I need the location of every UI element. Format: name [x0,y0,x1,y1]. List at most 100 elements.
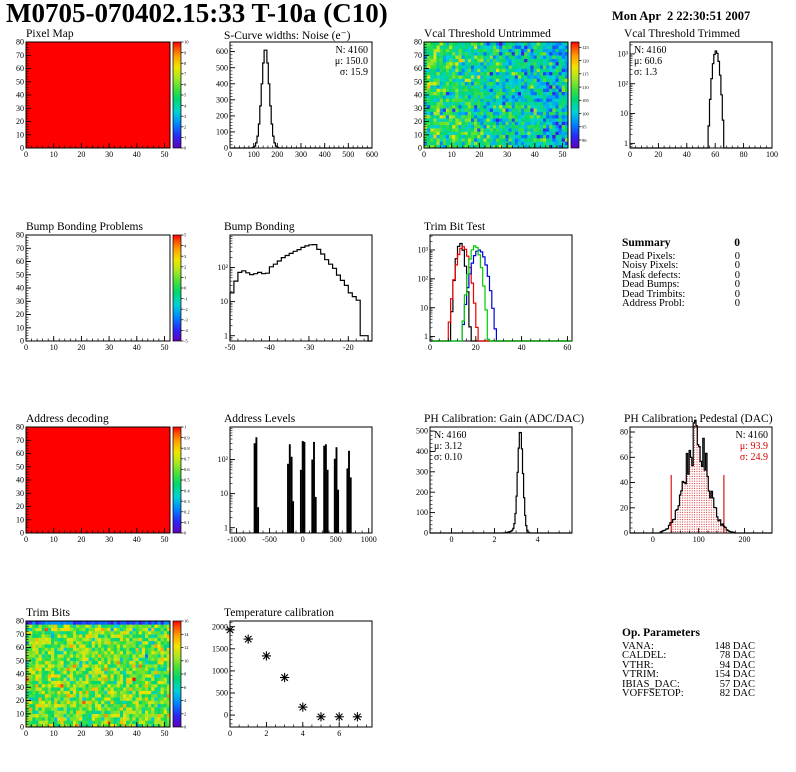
svg-text:10: 10 [220,297,228,306]
svg-text:80: 80 [16,423,24,432]
svg-text:-30: -30 [304,343,315,352]
plot-canvas: 0 1 2 3 4 5 6 7 8 9 10 0 10 20 30 40 50 0 10 20 30 40 50 60 70 80 [2,28,198,168]
svg-text:90: 90 [582,138,587,143]
plot-pixel-map: Pixel Map 0 1 2 3 4 5 6 7 8 9 10 0 10 20 30 40 50 0 10 20 30… [2,28,198,170]
svg-text:2000: 2000 [212,622,228,631]
plot-canvas: 0 20 40 60 80 100 1 10 10² 10³ N: 4160 μ: 60.6 σ: 1.… [600,28,796,168]
plot-vcal-threshold-untrimmed: Vcal Threshold Untrimmed 90 95 100 105 110 11… [400,28,596,170]
svg-text:8: 8 [184,61,187,66]
chart-svg: 00.10.20.30.40.50.60.70.80.910 10 20 30 40 50… [16,423,190,544]
plot-vcal-threshold-trimmed: Vcal Threshold Trimmed 0 20 40 60 80 100 1 10 10… [600,28,796,170]
summary-row-value: 0 [734,251,740,262]
svg-text:125: 125 [582,45,590,50]
plot-canvas: 0 100 200 0 20 40 60 80 N: 4160 μ: 93.9 σ: 24.9 [600,413,796,553]
op-param-value: 94 DAC [719,659,755,671]
svg-text:40: 40 [16,91,24,100]
svg-text:10: 10 [448,150,456,159]
svg-text:-4: -4 [184,328,188,333]
svg-text:20: 20 [654,150,662,159]
svg-text:20: 20 [472,343,480,352]
svg-text:300: 300 [416,467,428,476]
summary-row-value: 0 [734,269,740,281]
svg-text:6: 6 [184,685,187,690]
svg-text:μ: 93.9: μ: 93.9 [740,441,768,452]
svg-text:0: 0 [301,535,305,544]
svg-text:30: 30 [503,150,511,159]
svg-text:500: 500 [416,427,428,436]
svg-text:100: 100 [248,150,260,159]
svg-text:10: 10 [414,130,422,139]
svg-text:0: 0 [184,531,187,536]
chart-svg: -50 -40 -30 -20 1 10 10² [218,234,373,352]
svg-text:0.4: 0.4 [184,488,190,493]
svg-text:300: 300 [295,150,307,159]
svg-text:1000: 1000 [212,667,228,676]
svg-text:30: 30 [16,297,24,306]
svg-text:20: 20 [16,310,24,319]
svg-text:10: 10 [50,150,58,159]
svg-text:30: 30 [105,535,113,544]
svg-text:σ: 15.9: σ: 15.9 [340,67,368,78]
summary-row-label: Mask defects: [622,269,681,281]
svg-text:5: 5 [184,233,187,238]
svg-text:0: 0 [184,725,187,730]
svg-text:40: 40 [518,343,526,352]
svg-text:0: 0 [628,150,632,159]
plot-title: Pixel Map [26,28,74,40]
plot-canvas: -1000 -500 0 500 1000 1 10 10² [200,413,396,553]
svg-text:30: 30 [105,150,113,159]
svg-text:0: 0 [24,150,28,159]
op-param-value: 148 DAC [714,641,755,652]
plot-canvas: 0 2 4 6 0 500 1000 1500 2000 [200,607,396,747]
svg-text:10²: 10² [218,455,229,464]
svg-text:80: 80 [620,428,628,437]
op-param-label: IBIAS_DAC: [622,678,680,690]
summary-row-label: Dead Bumps: [622,279,680,291]
svg-text:300: 300 [216,95,228,104]
svg-text:16: 16 [184,619,189,624]
svg-text:10: 10 [184,659,189,664]
svg-text:4: 4 [184,698,187,703]
svg-text:0: 0 [24,343,28,352]
svg-text:10: 10 [184,40,189,45]
summary-row: Noisy Pixels: 0 [622,260,740,272]
svg-text:40: 40 [414,91,422,100]
svg-text:-2: -2 [184,307,188,312]
svg-text:30: 30 [16,489,24,498]
plot-title: Trim Bit Test [424,221,486,233]
svg-text:7: 7 [184,72,187,77]
svg-text:100: 100 [216,128,228,137]
svg-text:0: 0 [20,529,24,538]
svg-text:10²: 10² [218,263,229,272]
svg-text:105: 105 [582,98,590,103]
svg-text:10²: 10² [418,274,429,283]
op-param-row: VOFFSETOP: 82 DAC [622,688,755,699]
svg-text:40: 40 [16,670,24,679]
svg-text:50: 50 [414,77,422,86]
svg-text:1: 1 [184,425,186,430]
svg-text:100: 100 [766,150,778,159]
summary-header: Summary 0 [622,237,740,249]
chart-svg: 0 2 4 6 0 500 1000 1500 2000 [212,620,373,738]
svg-text:30: 30 [16,683,24,692]
summary-row-value: 0 [734,298,740,310]
svg-text:-40: -40 [264,343,275,352]
svg-text:50: 50 [161,535,169,544]
svg-text:60: 60 [711,150,719,159]
svg-text:20: 20 [77,150,85,159]
svg-text:600: 600 [216,47,228,56]
svg-text:10: 10 [220,489,228,498]
svg-text:500: 500 [216,689,228,698]
svg-text:80: 80 [414,38,422,47]
op-param-label: VTRIM: [622,669,659,681]
svg-text:1500: 1500 [212,644,228,653]
svg-text:60: 60 [16,449,24,458]
plot-title: Address decoding [26,413,109,425]
summary-row-label: Noisy Pixels: [622,260,679,272]
summary-row: Dead Bumps: 0 [622,279,740,291]
svg-text:120: 120 [582,58,590,63]
svg-text:4: 4 [184,103,187,108]
op-param-value: 78 DAC [719,650,755,662]
